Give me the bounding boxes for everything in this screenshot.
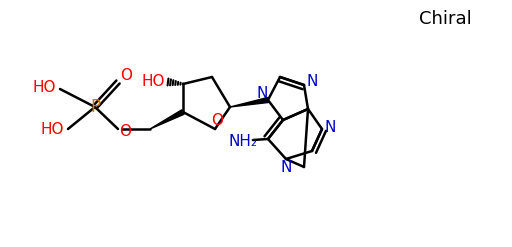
Text: Chiral: Chiral xyxy=(419,10,472,28)
Text: NH₂: NH₂ xyxy=(228,133,258,148)
Text: P: P xyxy=(90,98,100,116)
Text: N: N xyxy=(257,85,268,101)
Text: HO: HO xyxy=(141,74,165,88)
Text: O: O xyxy=(119,124,131,139)
Text: N: N xyxy=(280,160,292,174)
Text: O: O xyxy=(120,67,132,82)
Text: HO: HO xyxy=(40,122,64,137)
Polygon shape xyxy=(150,110,184,129)
Text: N: N xyxy=(306,75,317,89)
Text: O: O xyxy=(211,114,223,128)
Text: HO: HO xyxy=(32,80,56,95)
Text: N: N xyxy=(324,120,336,135)
Polygon shape xyxy=(230,98,268,107)
